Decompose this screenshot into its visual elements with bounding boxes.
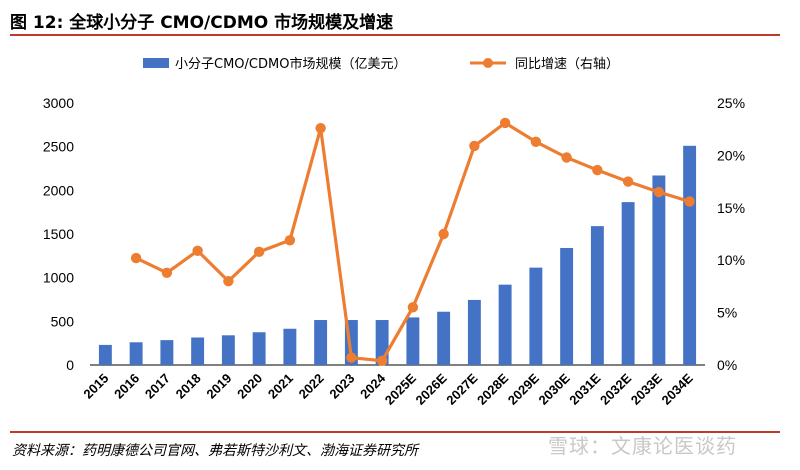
growth-point: [592, 164, 603, 176]
x-tick-label: 2031E: [566, 370, 603, 407]
bar: [437, 311, 451, 365]
growth-point: [161, 267, 173, 278]
x-tick-label: 2033E: [628, 370, 665, 407]
bar: [652, 175, 666, 365]
growth-point: [469, 140, 480, 152]
bar: [252, 332, 266, 365]
growth-point: [315, 122, 326, 134]
bar: [683, 145, 697, 365]
growth-point: [622, 176, 634, 187]
x-tick-label: 2029E: [505, 370, 542, 407]
growth-point: [530, 136, 542, 147]
growth-point: [684, 196, 695, 207]
growth-point: [223, 275, 234, 287]
bar: [406, 317, 420, 365]
growth-point: [346, 352, 357, 363]
x-tick-label: 2030E: [536, 370, 573, 407]
x-tick-label: 2016: [111, 371, 142, 402]
growth-point: [376, 355, 388, 367]
y-left-tick-label: 500: [51, 313, 75, 329]
y-left-tick-label: 2000: [43, 182, 74, 198]
bars: [98, 145, 697, 365]
figure-title: 图 12: 全球小分子 CMO/CDMO 市场规模及增速: [10, 13, 394, 33]
legend-line-label: 同比增速（右轴）: [515, 57, 619, 72]
y-right-tick-label: 0%: [717, 357, 737, 373]
y-right-tick-label: 20%: [717, 147, 745, 163]
growth-point: [130, 252, 142, 264]
axes: 0 500 1000 1500 2000 2500 3000 0% 5% 10% 15% 20% 25%…: [43, 95, 745, 408]
y-right-tick-label: 25%: [717, 95, 745, 111]
watermark: 雪球：文康论医谈药: [548, 434, 737, 458]
bar: [283, 328, 297, 365]
bar: [590, 226, 604, 365]
x-tick-label: 2023: [326, 371, 357, 402]
x-tick-label: 2021: [265, 371, 296, 402]
growth-point: [253, 246, 265, 258]
bar: [529, 267, 543, 365]
bar: [314, 320, 328, 365]
x-tick-label: 2025E: [382, 370, 419, 407]
growth-point: [192, 245, 203, 256]
growth-point: [438, 228, 449, 240]
footer-rule: [10, 431, 780, 433]
bar: [498, 284, 512, 365]
y-right-tick-label: 10%: [717, 252, 745, 268]
chart: 小分子CMO/CDMO市场规模（亿美元） 同比增速（右轴） 0 500 1000 15…: [43, 56, 745, 408]
bar: [98, 344, 112, 365]
x-tick-label: 2027E: [443, 370, 480, 407]
bar: [221, 335, 235, 365]
growth-point: [407, 302, 419, 313]
y-left-tick-label: 2500: [43, 139, 74, 155]
x-tick-label: 2022: [296, 371, 327, 402]
y-left-tick-label: 3000: [43, 95, 74, 111]
legend-bar-swatch: [143, 58, 169, 68]
legend-line-marker: [483, 58, 493, 68]
x-tick-label: 2017: [142, 371, 173, 402]
x-tick-label: 2018: [173, 371, 204, 402]
x-tick-label: 2032E: [597, 370, 634, 407]
legend: 小分子CMO/CDMO市场规模（亿美元） 同比增速（右轴）: [143, 56, 619, 72]
growth-line: [130, 117, 695, 367]
x-tick-label: 2034E: [659, 370, 696, 407]
x-tick-label: 2026E: [413, 370, 450, 407]
bar: [160, 340, 174, 365]
growth-point: [561, 152, 572, 163]
growth-point: [653, 186, 665, 198]
x-tick-label: 2019: [203, 371, 234, 402]
y-left-tick-label: 0: [66, 357, 74, 373]
x-tick-label: 2015: [80, 371, 111, 402]
legend-bar-label: 小分子CMO/CDMO市场规模（亿美元）: [175, 56, 406, 72]
bar: [191, 337, 205, 365]
growth-point: [499, 117, 511, 129]
y-right-tick-label: 15%: [717, 200, 745, 216]
y-left-tick-label: 1000: [43, 270, 74, 286]
source-note: 资料来源：药明康德公司官网、弗若斯特沙利文、渤海证券研究所: [12, 443, 418, 459]
y-right-tick-label: 5%: [717, 305, 737, 321]
x-tick-label: 2028E: [474, 370, 511, 407]
growth-point: [284, 235, 296, 246]
bar: [129, 342, 143, 365]
bar: [467, 299, 481, 365]
bar: [560, 247, 574, 365]
x-tick-label: 2020: [234, 371, 265, 402]
bar: [621, 202, 635, 365]
y-left-tick-label: 1500: [43, 226, 74, 242]
title-rule: [10, 34, 780, 36]
